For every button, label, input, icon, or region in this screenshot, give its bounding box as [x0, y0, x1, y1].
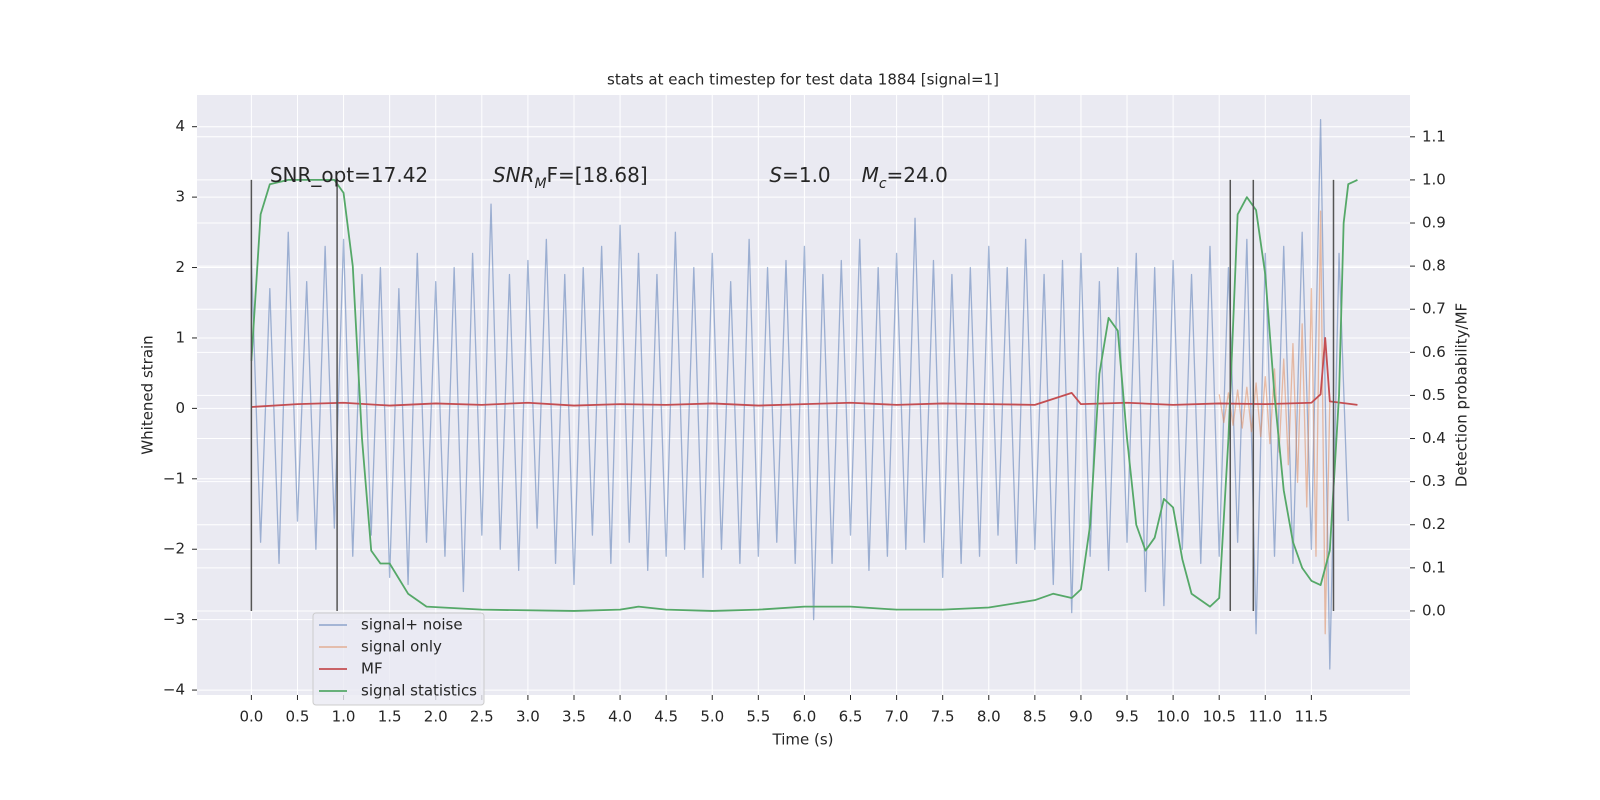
x-tick-label: 0.0	[239, 708, 263, 726]
x-tick-label: 7.5	[931, 708, 955, 726]
x-tick-label: 9.0	[1069, 708, 1093, 726]
legend-label: signal only	[361, 638, 442, 656]
y-tick-label: 3	[175, 188, 185, 206]
y2-tick-label: 0.8	[1422, 257, 1446, 275]
y-tick-label: 0	[175, 399, 185, 417]
annotation-part: M	[534, 176, 546, 192]
x-tick-label: 2.0	[424, 708, 448, 726]
annotation: Mc=24.0	[862, 162, 948, 192]
y2-tick-label: 0.6	[1422, 343, 1446, 361]
x-tick-label: 0.5	[286, 708, 310, 726]
x-tick-label: 6.5	[839, 708, 863, 726]
x-tick-label: 6.0	[792, 708, 816, 726]
x-tick-label: 9.5	[1115, 708, 1139, 726]
y2-tick-label: 0.9	[1422, 214, 1446, 232]
y-tick-label: −4	[163, 681, 185, 699]
annotation-part: M	[862, 162, 879, 186]
chart-title: stats at each timestep for test data 188…	[607, 71, 999, 89]
y2-tick-label: 0.7	[1422, 300, 1446, 318]
y2-tick-label: 1.1	[1422, 127, 1446, 145]
y2-tick-label: 0.4	[1422, 429, 1446, 447]
annotation-part: =24.0	[887, 162, 948, 186]
x-tick-label: 11.0	[1249, 708, 1282, 726]
series-line	[251, 337, 1358, 408]
y-tick-label: 2	[175, 258, 185, 276]
annotation-part: SNR_opt=17.42	[270, 162, 428, 186]
legend-label: signal+ noise	[361, 616, 463, 634]
annotation-part: F=[18.68]	[547, 162, 648, 186]
x-tick-label: 4.5	[654, 708, 678, 726]
y2-tick-label: 0.2	[1422, 515, 1446, 533]
y-tick-label: −1	[163, 469, 185, 487]
x-tick-label: 1.0	[332, 708, 356, 726]
annotation-part: =1.0	[782, 162, 831, 186]
series-line	[1218, 210, 1331, 635]
y2-tick-label: 1.0	[1422, 170, 1446, 188]
x-tick-label: 7.0	[885, 708, 909, 726]
y2-tick-label: 0.5	[1422, 386, 1446, 404]
y-tick-label: 4	[175, 117, 185, 135]
annotation: SNR_opt=17.42	[270, 162, 428, 186]
y-axis-label: Whitened strain	[139, 335, 157, 454]
x-tick-label: 4.0	[608, 708, 632, 726]
annotation: SNRMF=[18.68]	[493, 162, 648, 192]
y-tick-label: −3	[163, 610, 185, 628]
y2-tick-label: 0.3	[1422, 472, 1446, 490]
y-tick-label: 1	[175, 328, 185, 346]
x-tick-label: 11.5	[1295, 708, 1328, 726]
x-tick-label: 2.5	[470, 708, 494, 726]
y2-tick-label: 0.0	[1422, 601, 1446, 619]
series-line	[250, 179, 1358, 612]
x-tick-label: 10.0	[1156, 708, 1189, 726]
x-tick-label: 3.0	[516, 708, 540, 726]
legend	[312, 612, 485, 706]
legend-label: MF	[361, 660, 383, 678]
x-tick-label: 1.5	[378, 708, 402, 726]
x-tick-label: 8.5	[1023, 708, 1047, 726]
x-tick-label: 5.5	[746, 708, 770, 726]
y2-axis-label: Detection probability/MF	[1453, 303, 1471, 487]
x-tick-label: 10.5	[1202, 708, 1235, 726]
x-axis-label: Time (s)	[772, 731, 834, 749]
annotation: S=1.0	[769, 162, 830, 186]
x-tick-label: 5.0	[700, 708, 724, 726]
x-tick-label: 8.0	[977, 708, 1001, 726]
annotation-part: S	[769, 162, 782, 186]
annotation-part: SNR	[493, 162, 535, 186]
y2-tick-label: 0.1	[1422, 558, 1446, 576]
y-tick-label: −2	[163, 540, 185, 558]
legend-label: signal statistics	[361, 682, 477, 700]
x-tick-label: 3.5	[562, 708, 586, 726]
annotation-part: c	[879, 176, 887, 192]
